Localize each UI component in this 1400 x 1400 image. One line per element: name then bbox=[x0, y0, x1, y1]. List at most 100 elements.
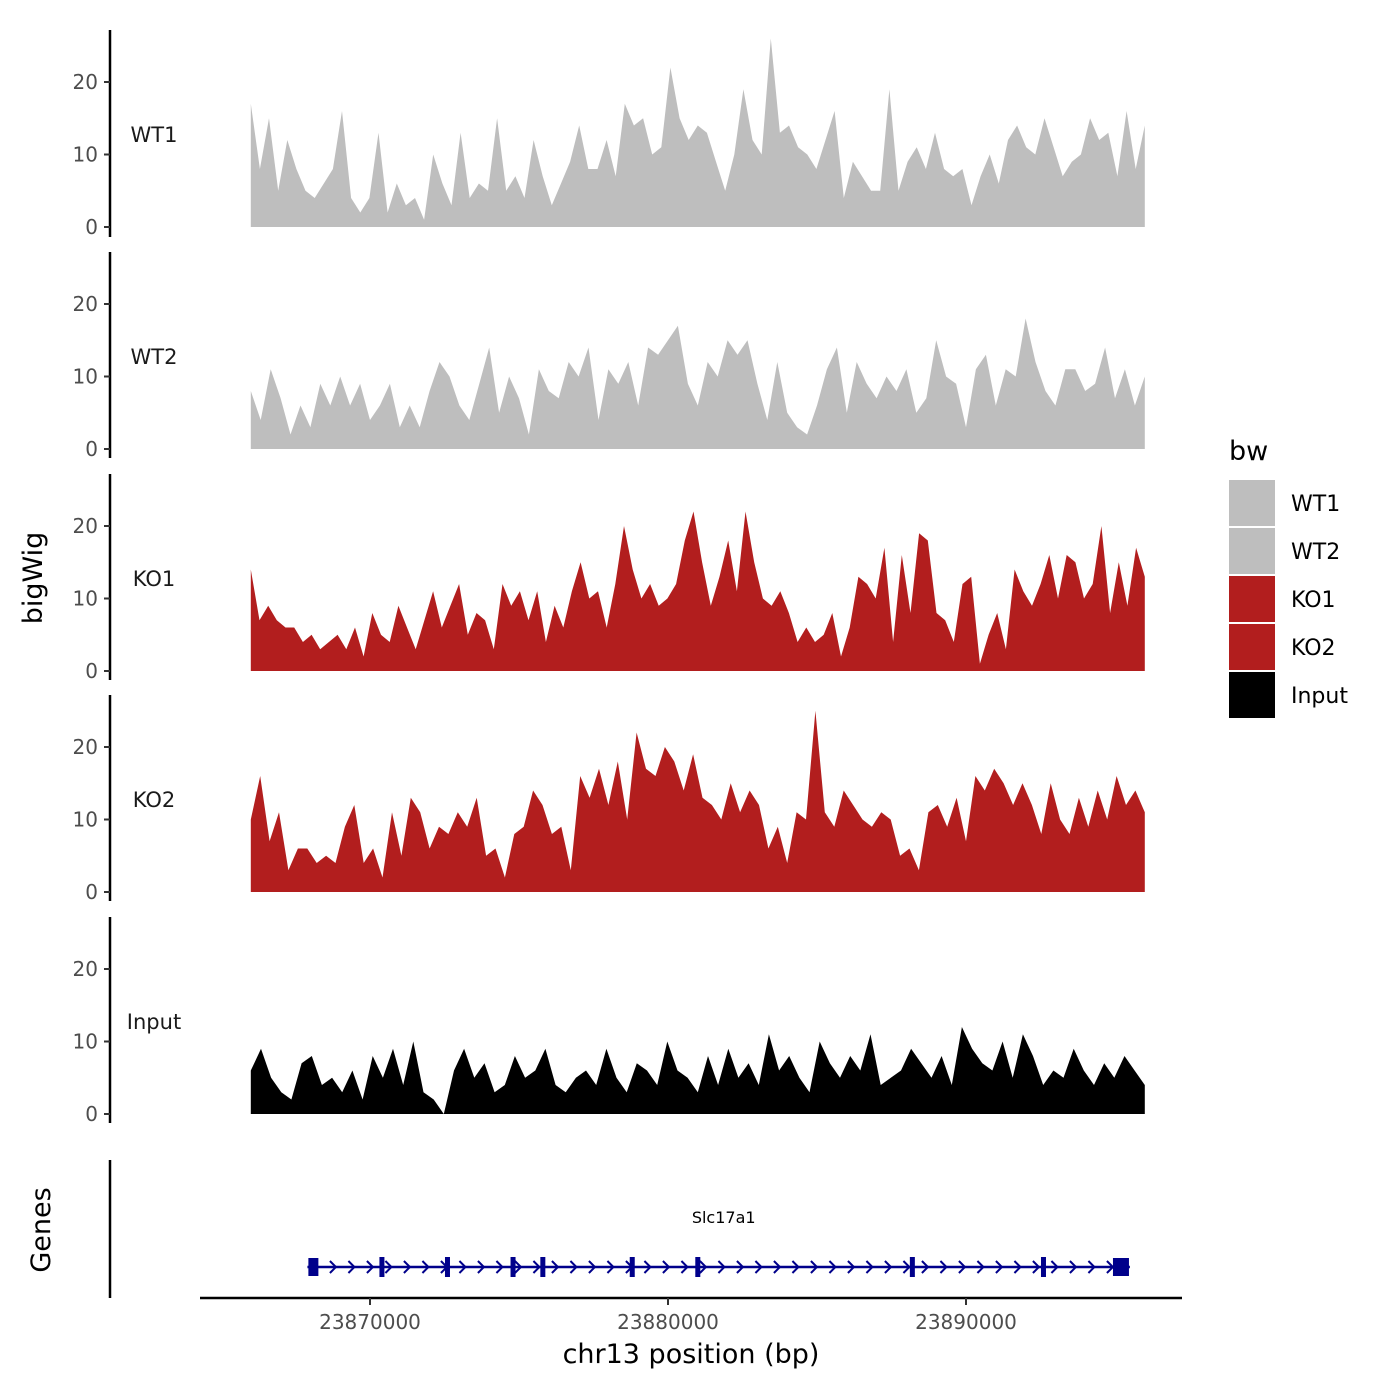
y-tick-label-wt2-10: 10 bbox=[73, 365, 98, 389]
tracks-group: 0 10 20 WT1 0 10 20 WT2 0 10 20 KO1 0 10 20 KO2 0 10 20 Inp… bbox=[73, 30, 1145, 1126]
strand-arrow bbox=[366, 1260, 375, 1274]
y-tick-label-ko2-10: 10 bbox=[73, 808, 98, 832]
legend-key-wt1 bbox=[1229, 480, 1275, 526]
track-panel-input: 0 10 20 Input bbox=[73, 917, 1145, 1126]
strand-arrow bbox=[588, 1260, 597, 1274]
strand-arrow bbox=[921, 1260, 930, 1274]
strand-arrow bbox=[662, 1260, 671, 1274]
y-tick-label-ko1-10: 10 bbox=[73, 587, 98, 611]
y-tick-label-ko2-20: 20 bbox=[73, 735, 98, 759]
signal-area-wt1 bbox=[250, 38, 1145, 227]
strand-arrow bbox=[384, 1260, 393, 1274]
strand-arrow bbox=[754, 1260, 763, 1274]
gene-exon bbox=[909, 1257, 915, 1277]
y-tick-label-ko2-0: 0 bbox=[85, 880, 98, 904]
signal-area-input bbox=[250, 1027, 1145, 1114]
strand-arrow bbox=[865, 1260, 874, 1274]
legend-label-ko1: KO1 bbox=[1291, 588, 1336, 613]
y-tick-label-input-20: 20 bbox=[73, 957, 98, 981]
strand-arrow bbox=[514, 1260, 523, 1274]
gene-exon bbox=[308, 1258, 319, 1276]
strand-arrow bbox=[791, 1260, 800, 1274]
x-tick-label-0: 23870000 bbox=[319, 1310, 421, 1334]
genes-panel: Slc17a1 bbox=[108, 1160, 1130, 1298]
strand-arrow bbox=[884, 1260, 893, 1274]
legend-key-input bbox=[1229, 672, 1275, 718]
legend-label-input: Input bbox=[1291, 684, 1348, 709]
legend-key-ko2 bbox=[1229, 624, 1275, 670]
strand-arrow bbox=[403, 1260, 412, 1274]
strand-arrow bbox=[976, 1260, 985, 1274]
y-axis-title: bigWig bbox=[18, 532, 49, 625]
strand-arrow bbox=[958, 1260, 967, 1274]
strand-arrow bbox=[1106, 1260, 1115, 1274]
strand-arrow bbox=[939, 1260, 948, 1274]
x-axis-title: chr13 position (bp) bbox=[563, 1339, 820, 1370]
track-panel-ko1: 0 10 20 KO1 bbox=[73, 474, 1145, 683]
strand-arrow bbox=[495, 1260, 504, 1274]
strand-arrow bbox=[1087, 1260, 1096, 1274]
legend-title: bw bbox=[1229, 436, 1268, 467]
strand-arrow bbox=[329, 1260, 338, 1274]
gene-exon bbox=[510, 1257, 516, 1277]
legend: bw WT1 WT2 KO1 KO2 Input bbox=[1229, 436, 1348, 718]
strand-arrow bbox=[643, 1260, 652, 1274]
track-label-ko1: KO1 bbox=[133, 567, 176, 591]
signal-area-ko2 bbox=[250, 710, 1145, 892]
legend-key-ko1 bbox=[1229, 576, 1275, 622]
strand-arrow bbox=[1050, 1260, 1059, 1274]
gene-model bbox=[307, 1257, 1130, 1277]
y-tick-label-wt1-0: 0 bbox=[85, 215, 98, 239]
legend-label-wt2: WT2 bbox=[1291, 540, 1340, 565]
legend-key-wt2 bbox=[1229, 528, 1275, 574]
strand-arrow bbox=[477, 1260, 486, 1274]
strand-arrow bbox=[606, 1260, 615, 1274]
y-tick-label-ko1-20: 20 bbox=[73, 514, 98, 538]
gene-exon bbox=[379, 1257, 385, 1277]
y-tick-label-input-10: 10 bbox=[73, 1030, 98, 1054]
gene-name-label: Slc17a1 bbox=[692, 1208, 756, 1227]
strand-arrow bbox=[810, 1260, 819, 1274]
strand-arrow bbox=[847, 1260, 856, 1274]
strand-arrow bbox=[717, 1260, 726, 1274]
track-label-input: Input bbox=[127, 1010, 181, 1034]
y-tick-label-input-0: 0 bbox=[85, 1102, 98, 1126]
x-axis: 23870000 23880000 23890000 bbox=[200, 1296, 1182, 1334]
track-label-ko2: KO2 bbox=[133, 788, 176, 812]
gene-exon bbox=[540, 1257, 546, 1277]
y-tick-label-ko1-0: 0 bbox=[85, 659, 98, 683]
strand-arrow bbox=[532, 1260, 541, 1274]
x-tick-label-2: 23890000 bbox=[915, 1310, 1017, 1334]
signal-area-ko1 bbox=[250, 511, 1145, 671]
strand-arrow bbox=[902, 1260, 911, 1274]
y-tick-label-wt1-20: 20 bbox=[73, 70, 98, 94]
y-tick-label-wt2-20: 20 bbox=[73, 292, 98, 316]
strand-arrow bbox=[551, 1260, 560, 1274]
strand-arrow bbox=[458, 1260, 467, 1274]
track-panel-ko2: 0 10 20 KO2 bbox=[73, 695, 1145, 904]
strand-arrow bbox=[1032, 1260, 1041, 1274]
y-tick-label-wt1-10: 10 bbox=[73, 143, 98, 167]
strand-arrow bbox=[1013, 1260, 1022, 1274]
legend-label-ko2: KO2 bbox=[1291, 636, 1336, 661]
strand-arrow bbox=[569, 1260, 578, 1274]
track-label-wt1: WT1 bbox=[131, 123, 178, 147]
strand-arrow bbox=[995, 1260, 1004, 1274]
signal-area-wt2 bbox=[250, 318, 1145, 449]
strand-arrow bbox=[828, 1260, 837, 1274]
strand-arrow bbox=[680, 1260, 689, 1274]
strand-arrow bbox=[1069, 1260, 1078, 1274]
gene-exon bbox=[1112, 1258, 1129, 1276]
strand-arrow bbox=[773, 1260, 782, 1274]
gene-exon bbox=[444, 1257, 450, 1277]
gene-exon bbox=[1040, 1257, 1046, 1277]
track-panel-wt1: 0 10 20 WT1 bbox=[73, 30, 1145, 239]
y-tick-label-wt2-0: 0 bbox=[85, 437, 98, 461]
strand-arrow bbox=[421, 1260, 430, 1274]
legend-label-wt1: WT1 bbox=[1291, 492, 1340, 517]
x-tick-label-1: 23880000 bbox=[617, 1310, 719, 1334]
genes-axis-title: Genes bbox=[26, 1187, 57, 1272]
strand-arrow bbox=[699, 1260, 708, 1274]
gene-exon bbox=[695, 1257, 701, 1277]
